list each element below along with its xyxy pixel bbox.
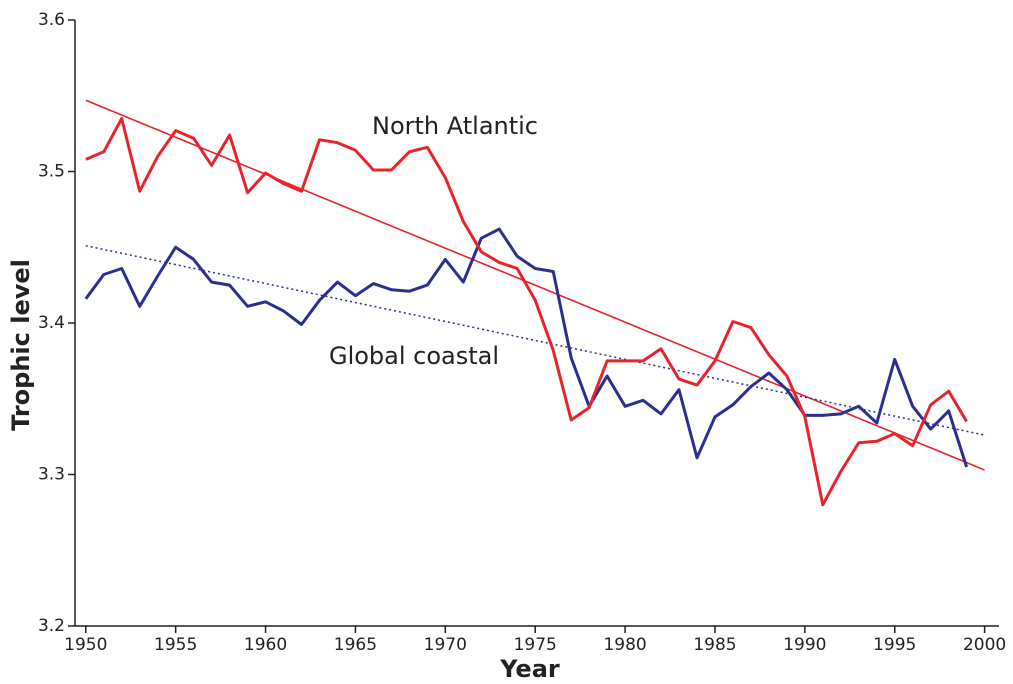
- y-tick-label: 3.3: [38, 465, 65, 485]
- x-tick-label: 1990: [783, 635, 826, 655]
- x-tick-label: 1970: [424, 635, 467, 655]
- series-annotation: North Atlantic: [372, 112, 538, 140]
- x-tick-label: 1980: [603, 635, 646, 655]
- x-tick-label: 2000: [963, 635, 1006, 655]
- series-line: [85, 117, 968, 507]
- trend-line: [85, 244, 985, 436]
- series-annotation: Global coastal: [329, 342, 499, 370]
- x-tick-label: 1985: [693, 635, 736, 655]
- y-tick-label: 3.2: [38, 616, 65, 636]
- x-tick-label: 1955: [154, 635, 197, 655]
- trend-line: [85, 99, 985, 471]
- series-line: [84, 227, 969, 468]
- y-tick-label: 3.5: [38, 162, 65, 182]
- y-tick-label: 3.6: [38, 10, 65, 30]
- x-tick-label: 1950: [64, 635, 107, 655]
- y-axis-title: Trophic level: [7, 259, 35, 431]
- x-tick-label: 1960: [244, 635, 287, 655]
- x-tick-label: 1975: [514, 635, 557, 655]
- x-axis-title: Year: [499, 655, 560, 683]
- x-tick-label: 1995: [873, 635, 916, 655]
- y-tick-label: 3.4: [38, 313, 65, 333]
- x-tick-label: 1965: [334, 635, 377, 655]
